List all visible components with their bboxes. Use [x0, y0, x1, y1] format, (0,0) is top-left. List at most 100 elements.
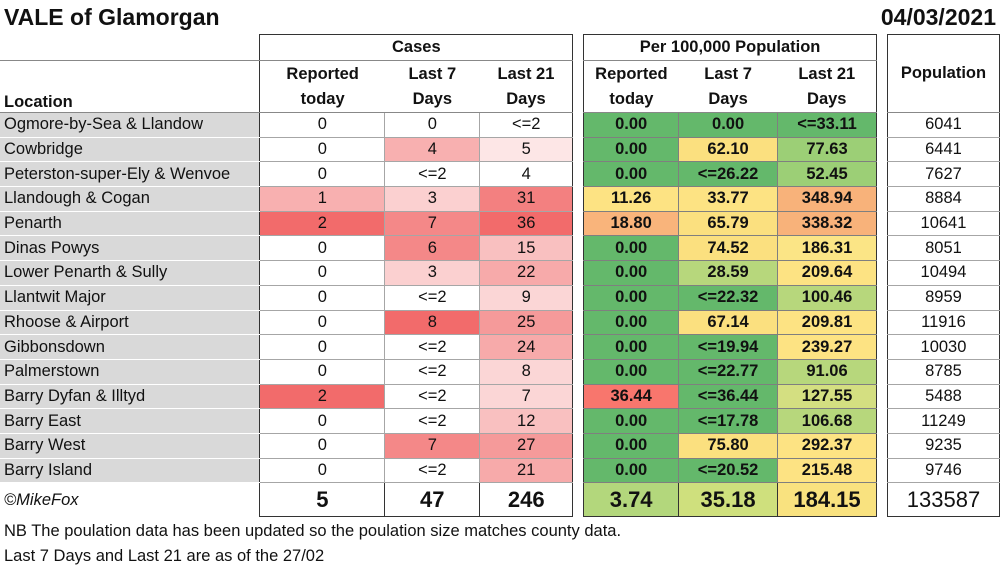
per-last7-cell: 75.80 [678, 432, 779, 459]
population-cell: 10030 [886, 334, 1000, 360]
per-last7-header: Last 7 Days [678, 60, 778, 113]
cases-reported-cell: 0 [259, 136, 386, 163]
per-reported-cell: 18.80 [583, 210, 680, 237]
cases-last7-cell: <=2 [384, 161, 481, 188]
cases-reported-cell: 0 [259, 432, 386, 459]
population-cell: 11249 [886, 408, 1000, 434]
total-cases-last21: 246 [479, 482, 574, 518]
table-row: Llantwit Major 0 <=2 9 0.00 <=22.32 100.46 8959 [0, 284, 1000, 311]
total-cases-reported: 5 [259, 482, 386, 518]
total-population: 133587 [886, 482, 1000, 518]
per-reported-cell: 36.44 [583, 383, 680, 410]
cases-reported-cell: 0 [259, 358, 386, 385]
cases-last7-cell: 7 [384, 210, 481, 237]
per-last21-cell: 348.94 [777, 186, 877, 212]
cases-last7-cell: <=2 [384, 408, 481, 434]
report-date: 04/03/2021 [880, 4, 996, 30]
table-row: Dinas Powys 0 6 15 0.00 74.52 186.31 8051 [0, 235, 1000, 262]
total-per-last21: 184.15 [777, 482, 877, 518]
table-row: Palmerstown 0 <=2 8 0.00 <=22.77 91.06 8785 [0, 358, 1000, 385]
location-cell: Barry East [0, 408, 260, 434]
cases-last7-header: Last 7 Days [384, 60, 480, 113]
location-cell: Llandough & Cogan [0, 186, 260, 212]
cases-last7-cell: 3 [384, 186, 481, 212]
location-cell: Cowbridge [0, 137, 260, 163]
table-row: Llandough & Cogan 1 3 31 11.26 33.77 348.94 888… [0, 186, 1000, 212]
corner-blank [0, 34, 260, 61]
cases-last21-cell: 4 [479, 161, 574, 188]
per-last7-cell: <=17.78 [678, 408, 779, 434]
cases-reported-cell: 0 [259, 260, 386, 286]
per-last7-cell: 28.59 [678, 260, 779, 286]
per-last21-cell: 209.64 [777, 260, 877, 286]
cases-last7-cell: <=2 [384, 284, 481, 311]
per-reported-cell: 0.00 [583, 136, 680, 163]
cases-reported-cell: 0 [259, 334, 386, 360]
table-row: Lower Penarth & Sully 0 3 22 0.00 28.59 209.64… [0, 260, 1000, 286]
cases-last7-cell: <=2 [384, 383, 481, 410]
table-row: Penarth 2 7 36 18.80 65.79 338.32 10641 [0, 210, 1000, 237]
cases-last21-cell: 12 [479, 408, 574, 434]
total-cases-last7: 47 [384, 482, 481, 518]
per-last21-cell: 215.48 [777, 457, 877, 484]
per-reported-cell: 0.00 [583, 284, 680, 311]
per-last7-cell: 33.77 [678, 186, 779, 212]
cases-last21-cell: 15 [479, 235, 574, 262]
table-row: Barry East 0 <=2 12 0.00 <=17.78 106.68 11249 [0, 408, 1000, 434]
cases-reported-cell: 2 [259, 210, 386, 237]
per-last7-cell: <=36.44 [678, 383, 779, 410]
location-cell: Palmerstown [0, 359, 260, 385]
per-last21-cell: 239.27 [777, 334, 877, 360]
population-cell: 6441 [886, 136, 1000, 163]
per-last7-cell: 0.00 [678, 112, 779, 138]
per-last21-cell: 100.46 [777, 284, 877, 311]
population-cell: 8959 [886, 284, 1000, 311]
cases-last21-header: Last 21 Days [479, 60, 574, 113]
per-last21-cell: 91.06 [777, 358, 877, 385]
table-row: Barry Island 0 <=2 21 0.00 <=20.52 215.48 9746 [0, 457, 1000, 484]
cases-reported-today-header: Reported today [259, 60, 385, 113]
location-cell: Lower Penarth & Sully [0, 260, 260, 286]
per-reported-cell: 0.00 [583, 112, 680, 138]
per-reported-cell: 0.00 [583, 260, 680, 286]
per-last21-cell: 292.37 [777, 432, 877, 459]
cases-last7-cell: 8 [384, 309, 481, 336]
cases-last21-cell: 24 [479, 334, 574, 360]
cases-reported-cell: 0 [259, 309, 386, 336]
per-last7-cell: <=19.94 [678, 334, 779, 360]
per-reported-cell: 0.00 [583, 358, 680, 385]
per-last21-header: Last 21 Days [777, 60, 877, 113]
location-cell: Rhoose & Airport [0, 310, 260, 336]
location-cell: Barry West [0, 433, 260, 459]
cases-last7-cell: <=2 [384, 358, 481, 385]
per-last7-cell: 74.52 [678, 235, 779, 262]
per-last21-cell: 52.45 [777, 161, 877, 188]
cases-last21-cell: 21 [479, 457, 574, 484]
cases-last7-cell: <=2 [384, 457, 481, 484]
per-reported-cell: 0.00 [583, 432, 680, 459]
location-cell: Gibbonsdown [0, 334, 260, 360]
per-last21-cell: 127.55 [777, 383, 877, 410]
population-cell: 9235 [886, 432, 1000, 459]
per-last21-cell: <=33.11 [777, 112, 877, 138]
note-population: NB The poulation data has been updated s… [4, 522, 622, 540]
location-cell: Peterston-super-Ely & Wenvoe [0, 161, 260, 188]
per-reported-cell: 0.00 [583, 457, 680, 484]
per-reported-cell: 0.00 [583, 408, 680, 434]
table-row: Rhoose & Airport 0 8 25 0.00 67.14 209.81 11916 [0, 309, 1000, 336]
cases-last7-cell: 3 [384, 260, 481, 286]
population-cell: 9746 [886, 457, 1000, 484]
population-cell: 5488 [886, 383, 1000, 410]
per-100k-group-header: Per 100,000 Population [583, 34, 877, 61]
cases-reported-cell: 0 [259, 457, 386, 484]
page-title: VALE of Glamorgan [4, 4, 220, 30]
per-last7-cell: 67.14 [678, 309, 779, 336]
covid-cases-table: Cases Per 100,000 Population Population … [0, 34, 1000, 518]
cases-last21-cell: 9 [479, 284, 574, 311]
population-cell: 11916 [886, 309, 1000, 336]
table-row: Barry Dyfan & Illtyd 2 <=2 7 36.44 <=36.44 127… [0, 383, 1000, 410]
population-cell: 8785 [886, 358, 1000, 385]
population-cell: 10494 [886, 260, 1000, 286]
location-cell: Ogmore-by-Sea & Llandow [0, 112, 260, 138]
population-cell: 7627 [886, 161, 1000, 188]
